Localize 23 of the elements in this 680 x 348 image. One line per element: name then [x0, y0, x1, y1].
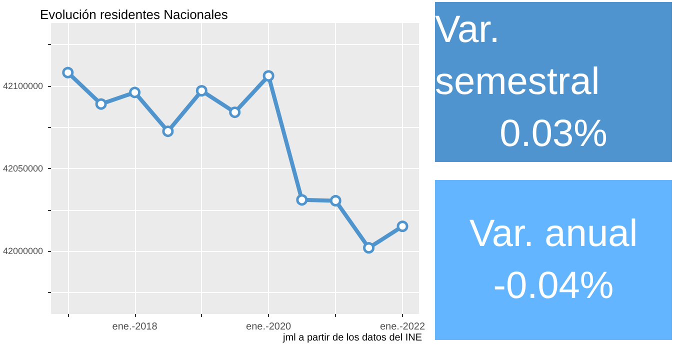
point	[95, 98, 107, 110]
y-tick-label: 42100000	[2, 80, 44, 91]
point	[229, 106, 241, 118]
point	[296, 194, 308, 206]
x-tick-label: ene.-2022	[380, 322, 426, 332]
y-tick-label: 42050000	[2, 164, 44, 174]
text: -0.04%	[493, 264, 614, 309]
text: Var. anual	[469, 212, 638, 257]
text: jml a partir de los datos del INE	[282, 332, 422, 344]
point	[330, 194, 342, 206]
point	[396, 220, 408, 232]
text: Var. semestral	[435, 8, 601, 105]
chart-title: Evolución residentes Nacionales	[40, 7, 228, 22]
y-tick-label: 42000000	[2, 246, 44, 256]
point	[196, 85, 208, 97]
point	[262, 70, 274, 82]
point	[162, 126, 174, 138]
x-tick-label: ene.-2018	[112, 322, 158, 332]
point	[129, 86, 141, 98]
text: 0.03%	[500, 112, 608, 157]
point	[363, 242, 375, 254]
x-tick-label: ene.-2020	[246, 322, 292, 332]
point	[62, 66, 74, 78]
